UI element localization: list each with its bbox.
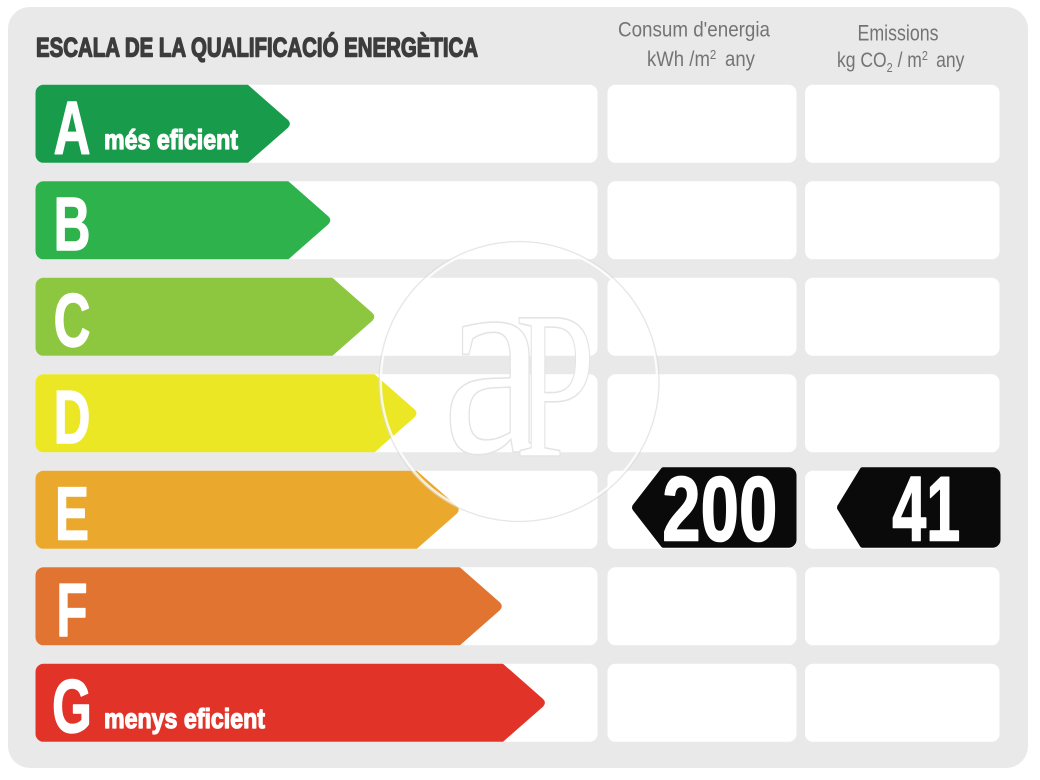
svg-text:C: C (54, 279, 91, 363)
svg-text:més eficient: més eficient (104, 124, 238, 155)
svg-text:Emissions: Emissions (858, 21, 939, 46)
svg-text:E: E (55, 472, 89, 556)
svg-text:a: a (442, 207, 546, 513)
svg-text:D: D (54, 375, 91, 459)
svg-text:ESCALA DE LA QUALIFICACIÓ ENER: ESCALA DE LA QUALIFICACIÓ ENERGÈTICA (36, 32, 478, 63)
svg-text:41: 41 (892, 459, 960, 561)
svg-text:P: P (515, 269, 596, 502)
svg-text:200: 200 (662, 459, 777, 561)
svg-text:kg CO2 / m2 any: kg CO2 / m2 any (837, 48, 965, 75)
svg-text:kWh /m2 any: kWh /m2 any (647, 47, 755, 71)
svg-text:F: F (56, 568, 87, 652)
svg-text:B: B (54, 182, 91, 266)
svg-text:menys eficient: menys eficient (104, 703, 265, 734)
svg-text:Consum d'energia: Consum d'energia (618, 19, 770, 42)
svg-text:G: G (52, 665, 92, 749)
svg-text:A: A (54, 86, 91, 170)
